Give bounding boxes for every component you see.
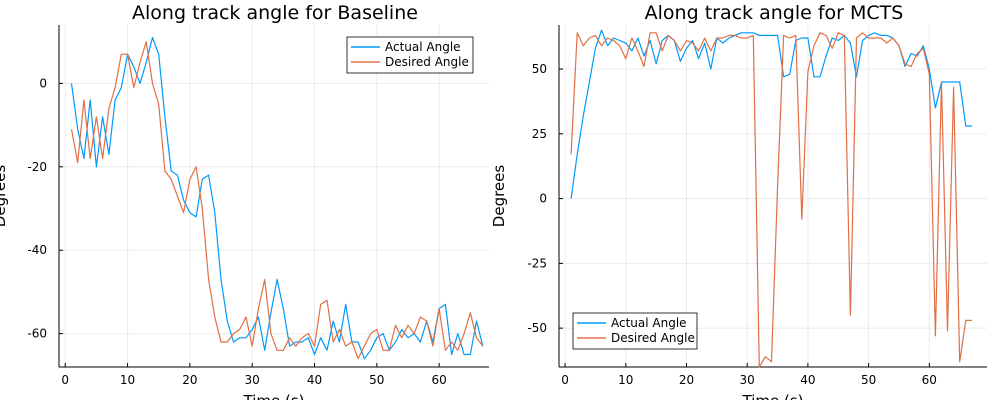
chart-panel-2: 0 10 20 30 40 50 60 50 25 0 -25 -50 Along track angl… (490, 2, 987, 404)
x-tick-label: 60 (432, 373, 447, 387)
legend-entry: Actual Angle (611, 316, 687, 330)
y-tick-label: 0 (539, 192, 547, 206)
y-tick-label: -50 (527, 321, 547, 335)
legend-entry: Actual Angle (385, 40, 461, 54)
x-tick-label: 50 (861, 373, 876, 387)
x-tick-label: 0 (61, 373, 69, 387)
x-tick-label: 50 (369, 373, 384, 387)
series-line-desired-angle (570, 32, 972, 368)
x-tick-label: 10 (618, 373, 633, 387)
series-line-actual-angle (570, 29, 972, 199)
y-tick-label: 50 (532, 62, 547, 76)
y-tick-label: -60 (27, 327, 47, 341)
y-axis-label: Degrees (490, 165, 508, 228)
chart-panel-1: 0 10 20 30 40 50 60 0 -20 -40 -60 Along track angle… (0, 2, 489, 404)
x-tick-label: 0 (561, 373, 569, 387)
y-tick-label: -25 (527, 256, 547, 270)
x-tick-label: 40 (800, 373, 815, 387)
x-tick-label: 10 (120, 373, 135, 387)
chart-title: Along track angle for Baseline (132, 2, 418, 24)
legend-box (346, 36, 474, 74)
chart-title: Along track angle for MCTS (645, 2, 904, 24)
series-line-desired-angle (70, 41, 484, 360)
y-tick-label: -40 (27, 243, 47, 257)
x-axis-label: Time (s) (243, 392, 305, 400)
x-tick-label: 60 (922, 373, 937, 387)
y-tick-label: -20 (27, 160, 47, 174)
x-tick-label: 30 (245, 373, 260, 387)
y-axis-label: Degrees (0, 165, 9, 228)
legend-entry: Desired Angle (611, 331, 695, 345)
x-tick-label: 20 (679, 373, 694, 387)
y-tick-label: 0 (39, 76, 47, 90)
x-axis-label: Time (s) (742, 392, 804, 400)
x-tick-label: 40 (307, 373, 322, 387)
legend-box (572, 312, 698, 350)
x-tick-label: 30 (740, 373, 755, 387)
legend-entry: Desired Angle (385, 55, 469, 69)
y-tick-label: 25 (532, 127, 547, 141)
x-tick-label: 20 (182, 373, 197, 387)
